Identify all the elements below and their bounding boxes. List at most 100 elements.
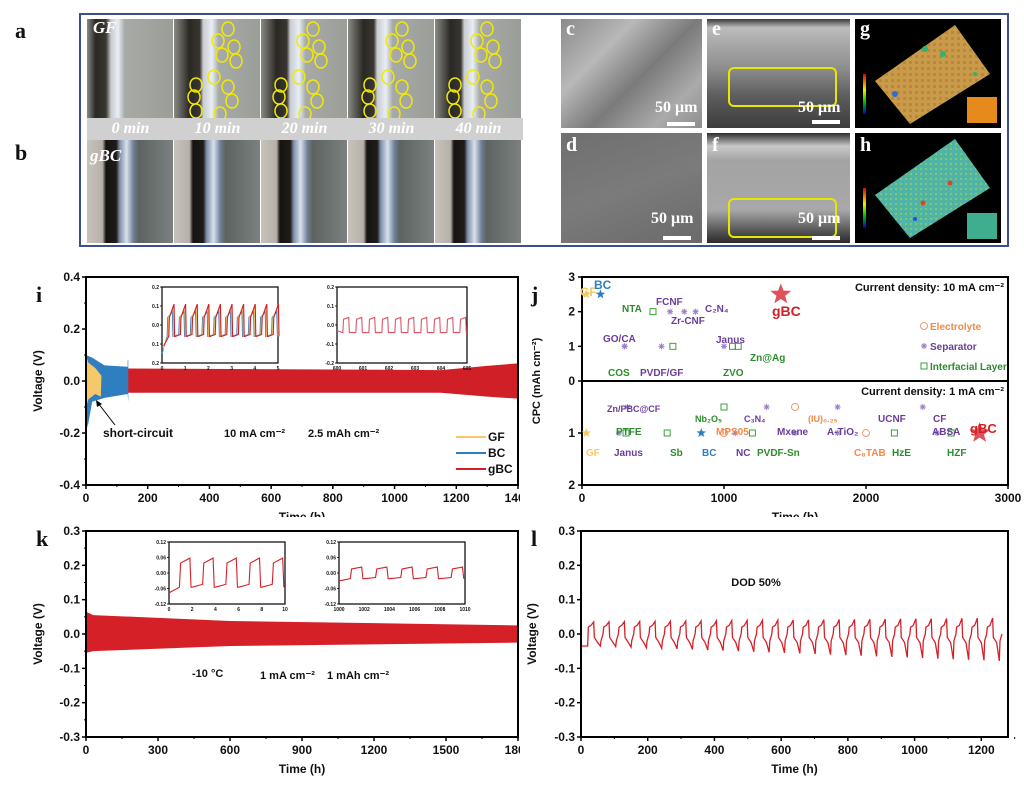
inset-y-tick-label: 0.12	[156, 540, 166, 546]
inset-y-tick-label: 0.1	[327, 304, 334, 310]
legend-label: Electrolyte	[930, 322, 982, 333]
asterisk-marker	[693, 309, 699, 315]
legend-label: Interfacial Layer	[930, 362, 1007, 373]
inset-x-tick-label: 1006	[409, 607, 420, 613]
inset-x-tick-label: 604	[437, 366, 446, 372]
point-label: FCNF	[656, 297, 683, 308]
dendrite-circle	[401, 39, 415, 55]
inset-y-tick-label: 0.06	[156, 556, 166, 562]
dendrite-circle	[395, 79, 409, 95]
highlight-box-f	[728, 198, 837, 238]
inset-x-tick-label: 5	[277, 366, 280, 372]
circle-marker	[720, 429, 728, 437]
optical-image-gf-3	[348, 19, 434, 118]
chart-i-voltage-profile: 0200400600800100012001400-0.4-0.20.00.20…	[31, 270, 520, 517]
dendrite-circle	[363, 77, 377, 93]
asterisk-marker	[616, 430, 622, 436]
x-tick-label: 1500	[433, 743, 460, 757]
annotation-short-circuit: short-circuit	[103, 426, 173, 440]
plot-frame	[580, 530, 1009, 738]
series-gbc-line	[580, 617, 1003, 676]
x-tick-label: 600	[261, 491, 281, 505]
point-label: MPS05	[716, 427, 749, 438]
dendrite-circle	[488, 53, 502, 69]
asterisk-marker	[658, 343, 665, 349]
asterisk-marker	[667, 309, 673, 315]
point-label: ZVO	[723, 368, 744, 379]
circle-marker	[920, 322, 928, 330]
dendrite-circle	[211, 33, 225, 49]
dendrite-circle	[306, 79, 320, 95]
scale-bar-label-f: 50 μm	[798, 210, 841, 227]
asterisk-marker	[835, 404, 841, 410]
legend-label: Separator	[930, 342, 977, 353]
dendrite-circle	[314, 53, 328, 69]
star-marker-gf	[581, 428, 592, 438]
chart-l-dod-cycling: 0 200 400 600 800 1000 1200 -0.3 -0.2 -0.1 0.0 0.1 0…	[525, 524, 1016, 776]
point-label: GO/CA	[603, 334, 636, 345]
inset-y-tick-label: 0.0	[327, 323, 334, 329]
sem-image-c	[561, 19, 702, 128]
dendrite-circle	[306, 21, 320, 37]
y-tick-label: 0	[568, 374, 575, 388]
dendrite-circle	[298, 106, 312, 118]
y-tick-label: -0.4	[59, 478, 80, 492]
x-tick-label: 1000	[381, 491, 408, 505]
asterisk-marker	[721, 343, 727, 349]
point-label: Sb	[670, 448, 683, 459]
x-tick-label: 800	[838, 743, 858, 757]
inset-series-line	[338, 566, 465, 582]
inset-series-line	[168, 557, 285, 594]
asterisk-marker	[921, 343, 927, 349]
point-label: C₈TAB	[854, 448, 886, 459]
dendrite-markers-1	[187, 21, 243, 118]
dendrite-circle	[466, 69, 480, 85]
dendrite-circle	[215, 47, 229, 63]
inset-x-tick-label: 1010	[459, 607, 470, 613]
square-marker	[947, 429, 955, 437]
x-tick-label: 1400	[505, 491, 520, 505]
y-tick-label: -0.2	[59, 426, 80, 440]
panel-label-d: d	[566, 134, 578, 156]
point-label: C₃N₄	[744, 414, 765, 424]
inset-x-tick-label: 602	[385, 366, 394, 372]
y-tick-label: -0.2	[59, 696, 80, 710]
panel-label-i: i	[36, 282, 43, 307]
point-label: (IU)₀.₂₅	[808, 414, 838, 424]
y-tick-label: -0.3	[554, 730, 575, 744]
x-tick-label: 1200	[443, 491, 470, 505]
dendrite-circle	[399, 93, 413, 109]
x-tick-label: 1800	[505, 743, 520, 757]
inset-y-tick-label: 0.00	[156, 571, 166, 577]
inset-y-tick-label: 0.06	[326, 556, 336, 562]
y-tick-label: 0.3	[558, 524, 575, 538]
star-marker-bc	[595, 289, 606, 299]
y-tick-label: 0.3	[63, 524, 80, 538]
dendrite-circle	[207, 69, 221, 85]
point-label: Zn@Ag	[750, 353, 785, 364]
square-marker	[734, 342, 742, 350]
panel-label-k: k	[36, 526, 49, 551]
optical-image-gbc-2	[261, 140, 347, 243]
dendrite-circle	[221, 21, 235, 37]
inset-x-tick-label: 0	[168, 607, 171, 613]
scale-bar-label-e: 50 μm	[798, 99, 841, 116]
point-label: NC	[736, 448, 750, 459]
dendrite-markers-4	[446, 21, 502, 118]
x-tick-label: 900	[292, 743, 312, 757]
y-tick-label: 0.2	[63, 558, 80, 572]
square-marker	[720, 403, 728, 411]
dendrite-circle	[381, 69, 395, 85]
y-tick-label: -0.3	[59, 730, 80, 744]
x-tick-label: 1200	[968, 743, 995, 757]
y-tick-label: 0.0	[63, 374, 80, 388]
panel-label-l: l	[531, 526, 538, 551]
annotation-arrow	[97, 402, 116, 426]
point-label: PTFE	[616, 427, 642, 438]
dendrite-circle	[227, 39, 241, 55]
point-label: Janus	[614, 448, 643, 459]
square-marker	[622, 429, 630, 437]
dendrite-circle	[448, 77, 462, 93]
x-axis-label: Time (h)	[771, 762, 817, 776]
